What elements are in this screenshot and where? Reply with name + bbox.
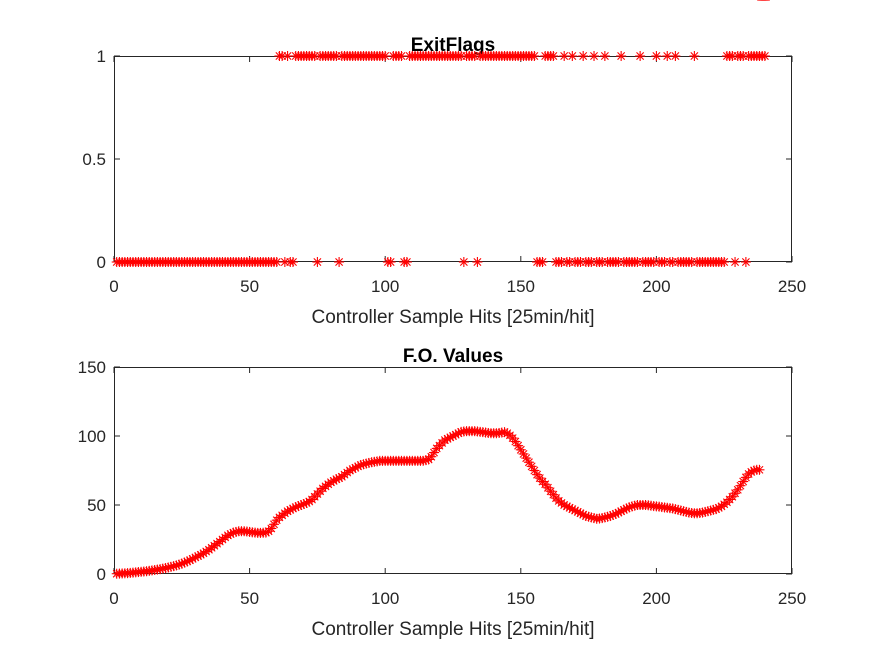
y-tick-label: 100 (78, 427, 106, 446)
data-point (458, 257, 469, 267)
data-point (328, 475, 339, 486)
data-point (537, 257, 548, 267)
x-tick-label: 0 (109, 277, 118, 296)
chart-exitflags: 0 50 100 150 200 250 0 0.5 1 Controller Sample Hi… (82, 35, 806, 328)
data-point (730, 257, 741, 267)
data-point (548, 51, 559, 61)
x-tick-label: 250 (778, 277, 806, 296)
data-point (651, 51, 662, 61)
y-tick-label: 0 (97, 253, 106, 272)
x-tick-label: 50 (240, 589, 259, 608)
y-tick-label: 50 (87, 496, 106, 515)
series-fo-values (111, 0, 770, 579)
data-point (689, 51, 700, 61)
x-tick-label: 150 (507, 277, 535, 296)
series-exitflags (111, 51, 770, 267)
x-axis-label: Controller Sample Hits [25min/hit] (312, 307, 595, 328)
data-point (635, 51, 646, 61)
data-point (732, 484, 743, 495)
x-tick-label: 250 (778, 589, 806, 608)
x-tick-label: 200 (642, 277, 670, 296)
y-tick-label: 150 (78, 358, 106, 377)
data-point (287, 257, 298, 267)
data-point (670, 51, 681, 61)
data-point (385, 257, 396, 267)
data-point (567, 51, 578, 61)
data-point (738, 476, 749, 487)
data-point (589, 51, 600, 61)
x-tick-label: 50 (240, 277, 259, 296)
data-point (529, 51, 540, 61)
x-tick-label: 200 (642, 589, 670, 608)
x-tick-label: 100 (371, 589, 399, 608)
data-point (759, 51, 770, 61)
data-point (472, 257, 483, 267)
data-point (380, 51, 391, 61)
y-tick-label: 0 (97, 565, 106, 584)
data-point (312, 257, 323, 267)
data-point (616, 51, 627, 61)
y-tick-label: 0.5 (82, 150, 106, 169)
data-point (529, 465, 540, 476)
chart-title: F.O. Values (403, 346, 503, 367)
data-point (401, 257, 412, 267)
x-tick-label: 100 (371, 277, 399, 296)
chart-title: ExitFlags (411, 35, 495, 56)
data-point (578, 51, 589, 61)
x-tick-label: 0 (109, 589, 118, 608)
data-point (754, 464, 765, 475)
axes-box (114, 56, 792, 262)
data-point (513, 440, 524, 451)
data-point (740, 257, 751, 267)
x-axis-label: Controller Sample Hits [25min/hit] (312, 619, 595, 640)
data-point (719, 257, 730, 267)
data-point (266, 523, 277, 534)
y-tick-label: 1 (97, 47, 106, 66)
x-tick-label: 150 (507, 589, 535, 608)
data-point (334, 257, 345, 267)
data-point (599, 51, 610, 61)
